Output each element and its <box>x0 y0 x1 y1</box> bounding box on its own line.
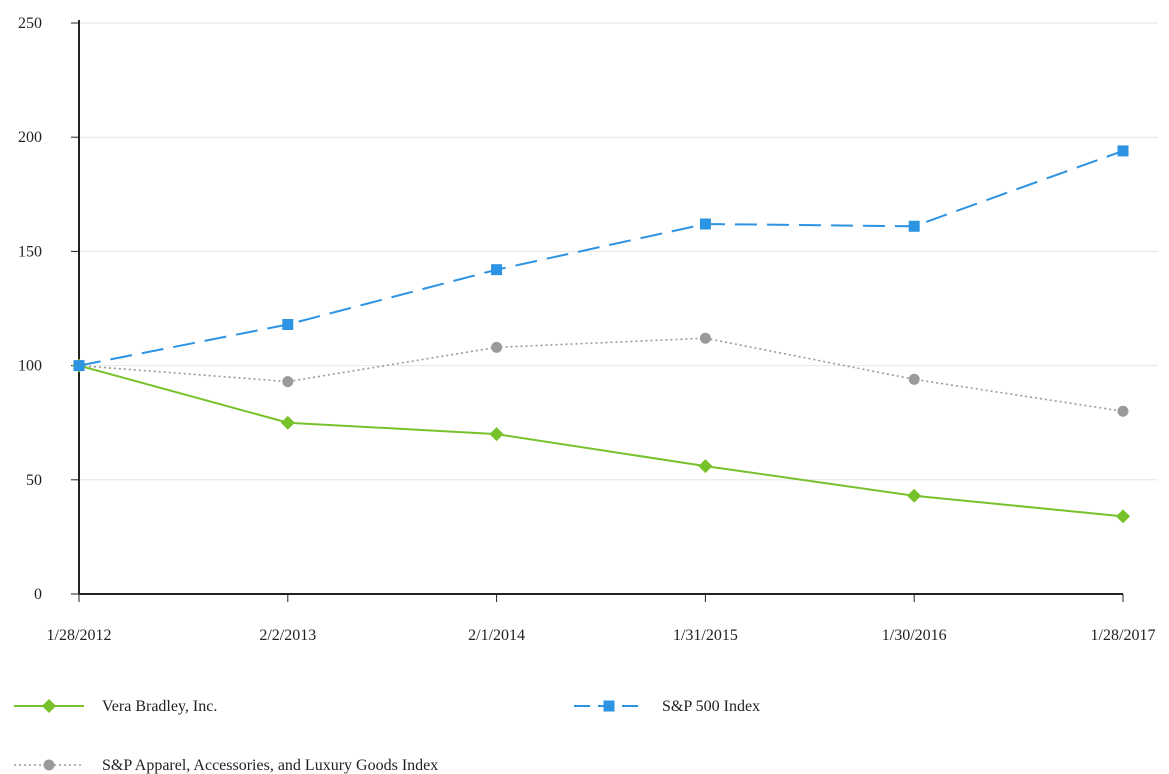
y-tick-label: 250 <box>18 15 42 32</box>
legend-label: S&P 500 Index <box>662 698 760 715</box>
data-point <box>907 488 922 503</box>
y-tick-label: 200 <box>18 129 42 146</box>
data-point <box>698 459 713 474</box>
legend-marker-2 <box>43 759 55 771</box>
data-point <box>73 360 85 372</box>
data-point <box>491 341 503 353</box>
x-tick-label: 2/2/2013 <box>259 627 316 644</box>
data-point <box>699 218 711 230</box>
x-tick-label: 1/28/2017 <box>1091 627 1156 644</box>
y-tick-label: 0 <box>34 586 42 603</box>
data-point <box>491 264 503 276</box>
legend-marker-0 <box>42 699 56 713</box>
data-point <box>699 332 711 344</box>
legend: Vera Bradley, Inc. S&P 500 Index S&P Appar… <box>14 698 760 774</box>
gridlines <box>79 22 1158 481</box>
series-line-0 <box>78 364 1124 518</box>
series-line-2 <box>78 337 1124 413</box>
data-point <box>282 318 294 330</box>
x-tick-label: 1/30/2016 <box>882 627 947 644</box>
series-line-1 <box>78 149 1124 367</box>
x-tick-label: 2/1/2014 <box>468 627 525 644</box>
series-group <box>72 145 1130 524</box>
data-point <box>908 220 920 232</box>
y-tick-label: 50 <box>26 472 42 489</box>
data-point <box>908 373 920 385</box>
data-point <box>1117 145 1129 157</box>
y-tick-label: 150 <box>18 243 42 260</box>
legend-label: S&P Apparel, Accessories, and Luxury Goo… <box>102 757 438 774</box>
data-point <box>1116 509 1130 524</box>
data-point <box>280 415 295 430</box>
x-tick-label: 1/31/2015 <box>673 627 738 644</box>
data-point <box>489 427 504 442</box>
x-tick-label: 1/28/2012 <box>47 627 112 644</box>
legend-label: Vera Bradley, Inc. <box>102 698 217 715</box>
axes: 0 50 100 150 200 250 1/28/2012 2/2/2013 2/1/2014… <box>18 15 1155 644</box>
data-point <box>282 376 294 388</box>
y-tick-label: 100 <box>18 358 42 375</box>
data-point <box>1117 405 1129 417</box>
legend-marker-1 <box>603 700 615 712</box>
